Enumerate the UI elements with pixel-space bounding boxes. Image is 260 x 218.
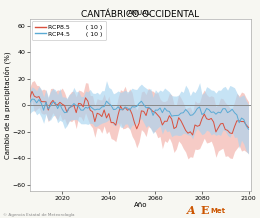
Title: CANTÁBRICO OCCIDENTAL: CANTÁBRICO OCCIDENTAL — [81, 10, 199, 19]
Text: ANUAL: ANUAL — [128, 10, 152, 16]
Text: Met: Met — [211, 208, 226, 214]
Text: E: E — [200, 205, 209, 216]
Text: A: A — [187, 205, 196, 216]
Text: © Agencia Estatal de Meteorología: © Agencia Estatal de Meteorología — [3, 213, 74, 217]
Y-axis label: Cambio de la precipitación (%): Cambio de la precipitación (%) — [3, 52, 11, 159]
X-axis label: Año: Año — [133, 202, 147, 208]
Legend: RCP8.5        ( 10 ), RCP4.5        ( 10 ): RCP8.5 ( 10 ), RCP4.5 ( 10 ) — [31, 21, 106, 40]
